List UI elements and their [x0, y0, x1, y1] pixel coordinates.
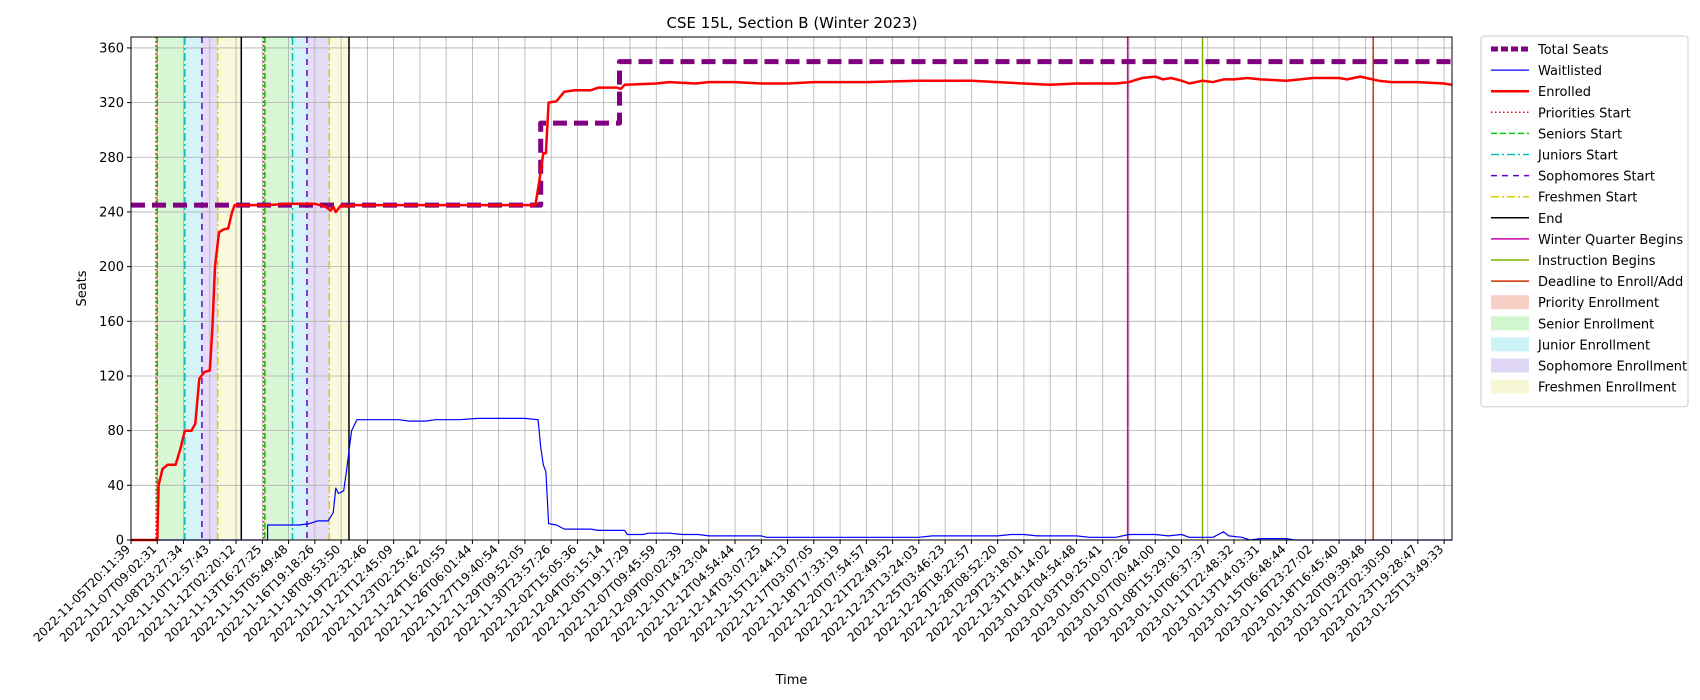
- legend-label-priorities-start: Priorities Start: [1538, 106, 1631, 121]
- y-axis-ticks: 0 40 80 120 160 200 240 280 320 360: [99, 41, 131, 549]
- y-tick-label: 80: [107, 424, 124, 439]
- y-tick-label: 360: [99, 41, 124, 56]
- span-priority-enrollment: [155, 37, 158, 540]
- y-tick-label: 240: [99, 205, 124, 220]
- legend-label-freshmen-start: Freshmen Start: [1538, 191, 1637, 206]
- legend-label-end: End: [1538, 212, 1563, 227]
- legend-label-junior-enrollment: Junior Enrollment: [1537, 338, 1650, 353]
- legend-label-total-seats: Total Seats: [1537, 43, 1609, 58]
- data-series: [131, 59, 1453, 542]
- plot-frame: [130, 36, 1453, 541]
- span-freshmen-enrollment: [329, 37, 349, 540]
- chart-title: CSE 15L, Section B (Winter 2023): [667, 14, 918, 32]
- span-junior-enrollment: [292, 37, 307, 540]
- grid: [130, 37, 1452, 541]
- legend-label-enrolled: Enrolled: [1538, 85, 1591, 100]
- span-priority-enrollment: [263, 37, 265, 540]
- legend-swatch-senior-enrollment: [1491, 316, 1529, 331]
- legend-swatch-sophomore-enrollment: [1491, 358, 1529, 373]
- span-freshmen-enrollment: [217, 37, 242, 540]
- legend-box: [1480, 35, 1689, 408]
- legend: Total Seats Waitlisted Enrolled Priorities …: [1480, 35, 1689, 408]
- series-enrolled: [131, 75, 1453, 542]
- legend-label-juniors-start: Juniors Start: [1537, 149, 1618, 164]
- legend-label-instruction-begins: Instruction Begins: [1538, 254, 1656, 269]
- y-tick-label: 120: [99, 369, 124, 384]
- span-sophomore-enrollment: [306, 37, 330, 540]
- legend-swatch-junior-enrollment: [1491, 337, 1529, 352]
- legend-swatch-freshmen-enrollment: [1491, 379, 1529, 394]
- y-tick-label: 160: [99, 315, 124, 330]
- y-axis-label: Seats: [75, 270, 90, 306]
- y-tick-label: 40: [107, 479, 124, 494]
- legend-label-seniors-start: Seniors Start: [1538, 127, 1622, 142]
- legend-label-senior-enrollment: Senior Enrollment: [1538, 317, 1654, 332]
- legend-swatch-priority-enrollment: [1491, 295, 1529, 310]
- x-axis-ticks: 2022-11-05T20:11:392022-11-07T09:02:3120…: [31, 540, 1446, 645]
- legend-label-waitlisted: Waitlisted: [1538, 64, 1602, 79]
- span-junior-enrollment: [184, 37, 202, 540]
- span-senior-enrollment: [264, 37, 293, 540]
- y-tick-label: 280: [99, 151, 124, 166]
- x-axis-label: Time: [775, 673, 808, 688]
- y-tick-label: 320: [99, 96, 124, 111]
- y-tick-label: 0: [116, 534, 124, 549]
- series-waitlisted: [131, 417, 1452, 541]
- legend-label-deadline-to-enroll-add: Deadline to Enroll/Add: [1538, 275, 1683, 290]
- legend-label-winter-quarter-begins: Winter Quarter Begins: [1538, 233, 1683, 248]
- legend-label-freshmen-enrollment: Freshmen Enrollment: [1538, 381, 1676, 396]
- legend-label-priority-enrollment: Priority Enrollment: [1538, 296, 1659, 311]
- milestone-lines: [155, 37, 1374, 540]
- legend-label-sophomore-enrollment: Sophomore Enrollment: [1538, 360, 1687, 375]
- span-senior-enrollment: [157, 37, 185, 540]
- legend-label-sophomores-start: Sophomores Start: [1538, 170, 1655, 185]
- y-tick-label: 200: [99, 260, 124, 275]
